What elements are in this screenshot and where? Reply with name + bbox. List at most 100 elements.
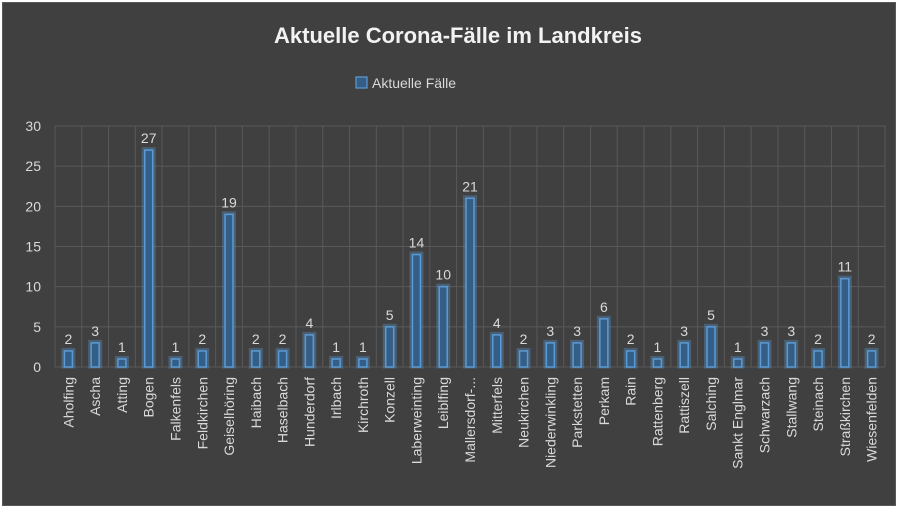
- bar: [277, 350, 288, 368]
- data-label: 3: [573, 323, 581, 339]
- y-tick-label: 0: [33, 359, 41, 375]
- data-label: 14: [409, 235, 425, 251]
- bar: [492, 334, 502, 368]
- bar: [732, 358, 743, 368]
- x-tick-label: Konzell: [382, 377, 398, 423]
- bar: [411, 253, 422, 368]
- bar: [251, 350, 261, 368]
- bar: [518, 350, 529, 368]
- bar: [117, 358, 127, 368]
- data-label: 1: [118, 339, 126, 355]
- chart-svg: Aktuelle Corona-Fälle im Landkreis Aktue…: [25, 23, 886, 469]
- bar: [786, 342, 797, 368]
- bar: [170, 358, 181, 368]
- x-tick-label: Haselbach: [275, 377, 291, 443]
- x-tick-label: Irlbach: [328, 377, 344, 419]
- y-axis: 0 5 10 15 20 25 30: [25, 118, 41, 375]
- bar: [840, 277, 850, 368]
- x-tick-label: Haibach: [248, 377, 264, 428]
- data-label: 11: [838, 259, 853, 275]
- y-tick-label: 30: [25, 118, 41, 134]
- bar: [63, 350, 74, 368]
- data-label: 2: [868, 331, 876, 347]
- bar: [90, 342, 100, 368]
- data-label: 4: [493, 315, 501, 331]
- x-tick-label: Hunderdorf: [301, 377, 317, 447]
- bar: [759, 342, 770, 368]
- data-label: 1: [332, 339, 340, 355]
- x-tick-label: Atting: [114, 377, 130, 413]
- data-label: 5: [386, 307, 394, 323]
- data-label: 3: [546, 323, 554, 339]
- bar: [384, 326, 395, 368]
- data-label: 3: [91, 323, 99, 339]
- data-label: 2: [814, 331, 822, 347]
- x-tick-label: Bogen: [141, 377, 157, 417]
- x-tick-label: Rattiszell: [676, 377, 692, 434]
- x-tick-label: Falkenfels: [167, 377, 183, 441]
- data-label: 2: [627, 331, 635, 347]
- y-tick-label: 25: [25, 158, 41, 174]
- data-label: 2: [520, 331, 528, 347]
- bar: [706, 326, 716, 368]
- data-label: 5: [707, 307, 715, 323]
- x-tick-label: Ascha: [87, 377, 103, 416]
- x-tick-label: Mallersdorf-...: [462, 377, 478, 463]
- bar: [465, 197, 475, 368]
- bar: [358, 358, 368, 368]
- x-tick-label: Kirchroth: [355, 377, 371, 433]
- x-axis: Aholfing Ascha Atting Bogen Falkenfels Feldki…: [60, 377, 879, 469]
- bar: [224, 213, 234, 368]
- data-label: 2: [64, 331, 72, 347]
- data-label: 1: [654, 339, 662, 355]
- bar: [331, 358, 341, 368]
- data-label: 2: [198, 331, 206, 347]
- x-tick-label: Salching: [703, 377, 719, 431]
- x-tick-label: Geiselhöring: [221, 377, 237, 456]
- x-tick-label: Stallwang: [783, 377, 799, 438]
- bar: [197, 350, 208, 368]
- x-tick-label: Rain: [623, 377, 639, 406]
- x-tick-label: Parkstetten: [569, 377, 585, 448]
- x-tick-label: Straßkirchen: [837, 377, 853, 456]
- data-label: 21: [462, 178, 478, 194]
- data-label: 6: [600, 299, 608, 315]
- data-label: 10: [435, 267, 451, 283]
- legend-label: Aktuelle Fälle: [372, 75, 456, 91]
- bar: [679, 342, 689, 368]
- bar: [866, 350, 877, 368]
- y-tick-label: 5: [33, 319, 41, 335]
- y-tick-label: 15: [25, 239, 41, 255]
- gridlines: [54, 125, 886, 368]
- data-label: 19: [221, 194, 237, 210]
- x-tick-label: Niederwinkling: [542, 377, 558, 468]
- data-label: 4: [305, 315, 313, 331]
- x-tick-label: Steinach: [810, 377, 826, 431]
- data-label: 3: [761, 323, 769, 339]
- x-tick-label: Mitterfels: [489, 377, 505, 434]
- data-label: 1: [734, 339, 742, 355]
- y-tick-label: 20: [25, 198, 41, 214]
- data-label: 27: [141, 130, 157, 146]
- bar: [304, 334, 315, 368]
- x-tick-label: Laberweinting: [408, 377, 424, 464]
- legend-swatch: [355, 76, 368, 89]
- x-tick-label: Schwarzach: [757, 377, 773, 453]
- bar: [652, 358, 663, 368]
- x-tick-label: Sankt Englmar: [730, 377, 746, 469]
- x-tick-label: Leiblfing: [435, 377, 451, 429]
- data-label: 1: [172, 339, 180, 355]
- bar: [143, 149, 154, 368]
- bar: [599, 318, 609, 368]
- x-tick-label: Perkam: [596, 377, 612, 425]
- x-tick-label: Feldkirchen: [194, 377, 210, 449]
- data-label: 3: [787, 323, 795, 339]
- data-label: 1: [359, 339, 367, 355]
- data-label: 2: [252, 331, 260, 347]
- x-tick-label: Aholfing: [60, 377, 76, 428]
- bar: [625, 350, 636, 368]
- x-tick-label: Rattenberg: [649, 377, 665, 446]
- bar: [572, 342, 582, 368]
